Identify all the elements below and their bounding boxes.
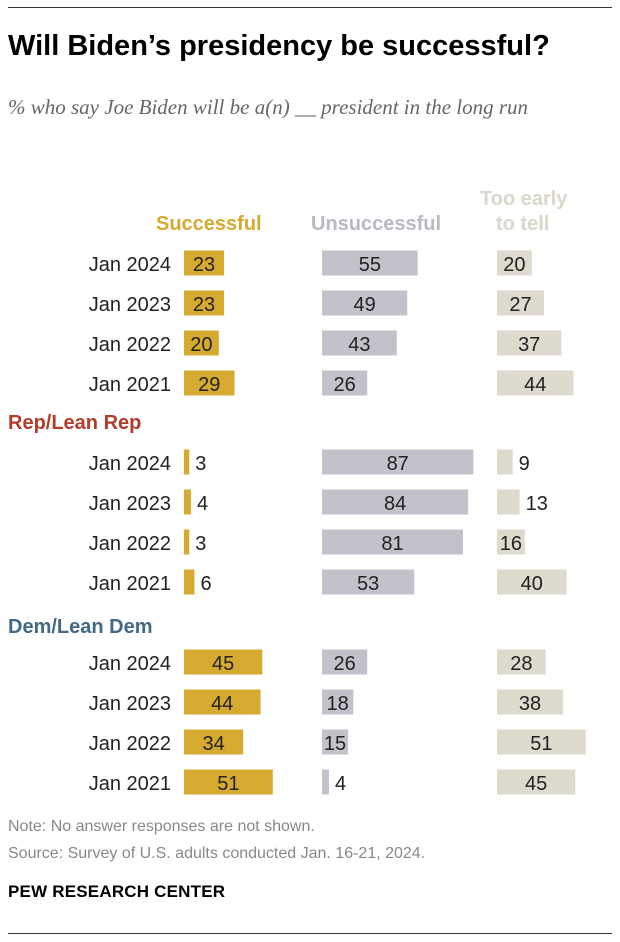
value-label-successful: 51	[217, 773, 239, 795]
row-label: Jan 2024	[89, 254, 171, 276]
value-label-unsuccessful: 87	[387, 453, 409, 475]
bar-successful	[184, 689, 261, 715]
bar-successful	[184, 370, 235, 396]
bar-too-early	[497, 290, 544, 316]
bar-too-early	[497, 689, 564, 715]
value-label-successful: 29	[198, 374, 220, 396]
value-label-successful: 34	[202, 733, 224, 755]
bar-unsuccessful	[322, 489, 469, 515]
bar-successful	[184, 449, 190, 475]
bar-unsuccessful	[322, 769, 329, 795]
bar-too-early	[497, 370, 574, 396]
value-label-too-early: 44	[524, 374, 546, 396]
value-label-unsuccessful: 15	[324, 733, 346, 755]
bar-unsuccessful	[322, 250, 418, 276]
value-label-unsuccessful: 26	[333, 653, 355, 675]
bar-successful	[184, 290, 225, 316]
bar-successful	[184, 250, 225, 276]
value-label-successful: 3	[195, 533, 206, 555]
column-header-unsuccessful: Unsuccessful	[311, 213, 442, 235]
bar-too-early	[497, 250, 532, 276]
bar-unsuccessful	[322, 649, 368, 675]
bar-unsuccessful	[322, 290, 408, 316]
row-label: Jan 2023	[89, 693, 171, 715]
bar-too-early	[497, 330, 562, 356]
bar-unsuccessful	[322, 330, 397, 356]
value-label-too-early: 38	[519, 693, 541, 715]
value-label-unsuccessful: 4	[335, 773, 346, 795]
row-label: Jan 2024	[89, 453, 171, 475]
bar-unsuccessful	[322, 529, 463, 555]
bar-too-early	[497, 769, 576, 795]
bar-too-early	[497, 489, 520, 515]
row-label: Jan 2022	[89, 334, 171, 356]
bar-too-early	[497, 449, 513, 475]
value-label-too-early: 51	[530, 733, 552, 755]
value-label-successful: 23	[193, 254, 215, 276]
value-label-too-early: 40	[521, 573, 543, 595]
bar-successful	[184, 330, 219, 356]
value-label-unsuccessful: 26	[333, 374, 355, 396]
bar-successful	[184, 729, 244, 755]
bar-too-early	[497, 529, 525, 555]
bar-too-early	[497, 569, 567, 595]
chart-subtitle: % who say Joe Biden will be a(n) __ pres…	[8, 95, 529, 119]
chart-title: Will Biden’s presidency be successful?	[8, 30, 550, 62]
bar-too-early	[497, 729, 586, 755]
bar-successful	[184, 769, 273, 795]
top-rule	[8, 7, 612, 8]
row-label: Jan 2021	[89, 773, 171, 795]
row-label: Jan 2023	[89, 493, 171, 515]
row-label: Jan 2022	[89, 733, 171, 755]
value-label-too-early: 9	[519, 453, 530, 475]
value-label-successful: 45	[212, 653, 234, 675]
value-label-successful: 3	[195, 453, 206, 475]
bar-unsuccessful	[322, 449, 474, 475]
column-header-successful: Successful	[156, 213, 262, 235]
row-label: Jan 2024	[89, 653, 171, 675]
value-label-unsuccessful: 43	[348, 334, 370, 356]
row-label: Jan 2023	[89, 294, 171, 316]
value-label-unsuccessful: 81	[381, 533, 403, 555]
value-label-too-early: 20	[503, 254, 525, 276]
value-label-unsuccessful: 84	[384, 493, 406, 515]
row-label: Jan 2022	[89, 533, 171, 555]
bar-successful	[184, 529, 190, 555]
bar-too-early	[497, 649, 546, 675]
column-header-too-early-line1: Too early	[480, 188, 568, 210]
note-text: Note: No answer responses are not shown.	[8, 818, 315, 835]
value-label-unsuccessful: 49	[354, 294, 376, 316]
value-label-too-early: 37	[518, 334, 540, 356]
row-label: Jan 2021	[89, 573, 171, 595]
bar-unsuccessful	[322, 729, 349, 755]
value-label-successful: 4	[197, 493, 208, 515]
group-label-rep: Rep/Lean Rep	[8, 412, 142, 434]
value-label-unsuccessful: 53	[357, 573, 379, 595]
value-label-too-early: 27	[509, 294, 531, 316]
value-label-too-early: 28	[510, 653, 532, 675]
value-label-successful: 20	[190, 334, 212, 356]
value-label-too-early: 13	[526, 493, 548, 515]
bottom-rule	[8, 933, 612, 934]
value-label-successful: 6	[200, 573, 211, 595]
value-label-successful: 44	[211, 693, 233, 715]
bar-unsuccessful	[322, 569, 415, 595]
bar-successful	[184, 569, 195, 595]
value-label-too-early: 16	[500, 533, 522, 555]
group-label-dem: Dem/Lean Dem	[8, 616, 153, 638]
bar-successful	[184, 649, 263, 675]
bar-successful	[184, 489, 191, 515]
column-header-too-early-line2: to tell	[496, 213, 550, 235]
row-label: Jan 2021	[89, 374, 171, 396]
bar-unsuccessful	[322, 689, 354, 715]
pew-logo-text: PEW RESEARCH CENTER	[8, 882, 226, 901]
value-label-successful: 23	[193, 294, 215, 316]
source-text: Source: Survey of U.S. adults conducted …	[8, 845, 426, 862]
value-label-unsuccessful: 18	[327, 693, 349, 715]
bar-unsuccessful	[322, 370, 368, 396]
value-label-unsuccessful: 55	[359, 254, 381, 276]
value-label-too-early: 45	[525, 773, 547, 795]
